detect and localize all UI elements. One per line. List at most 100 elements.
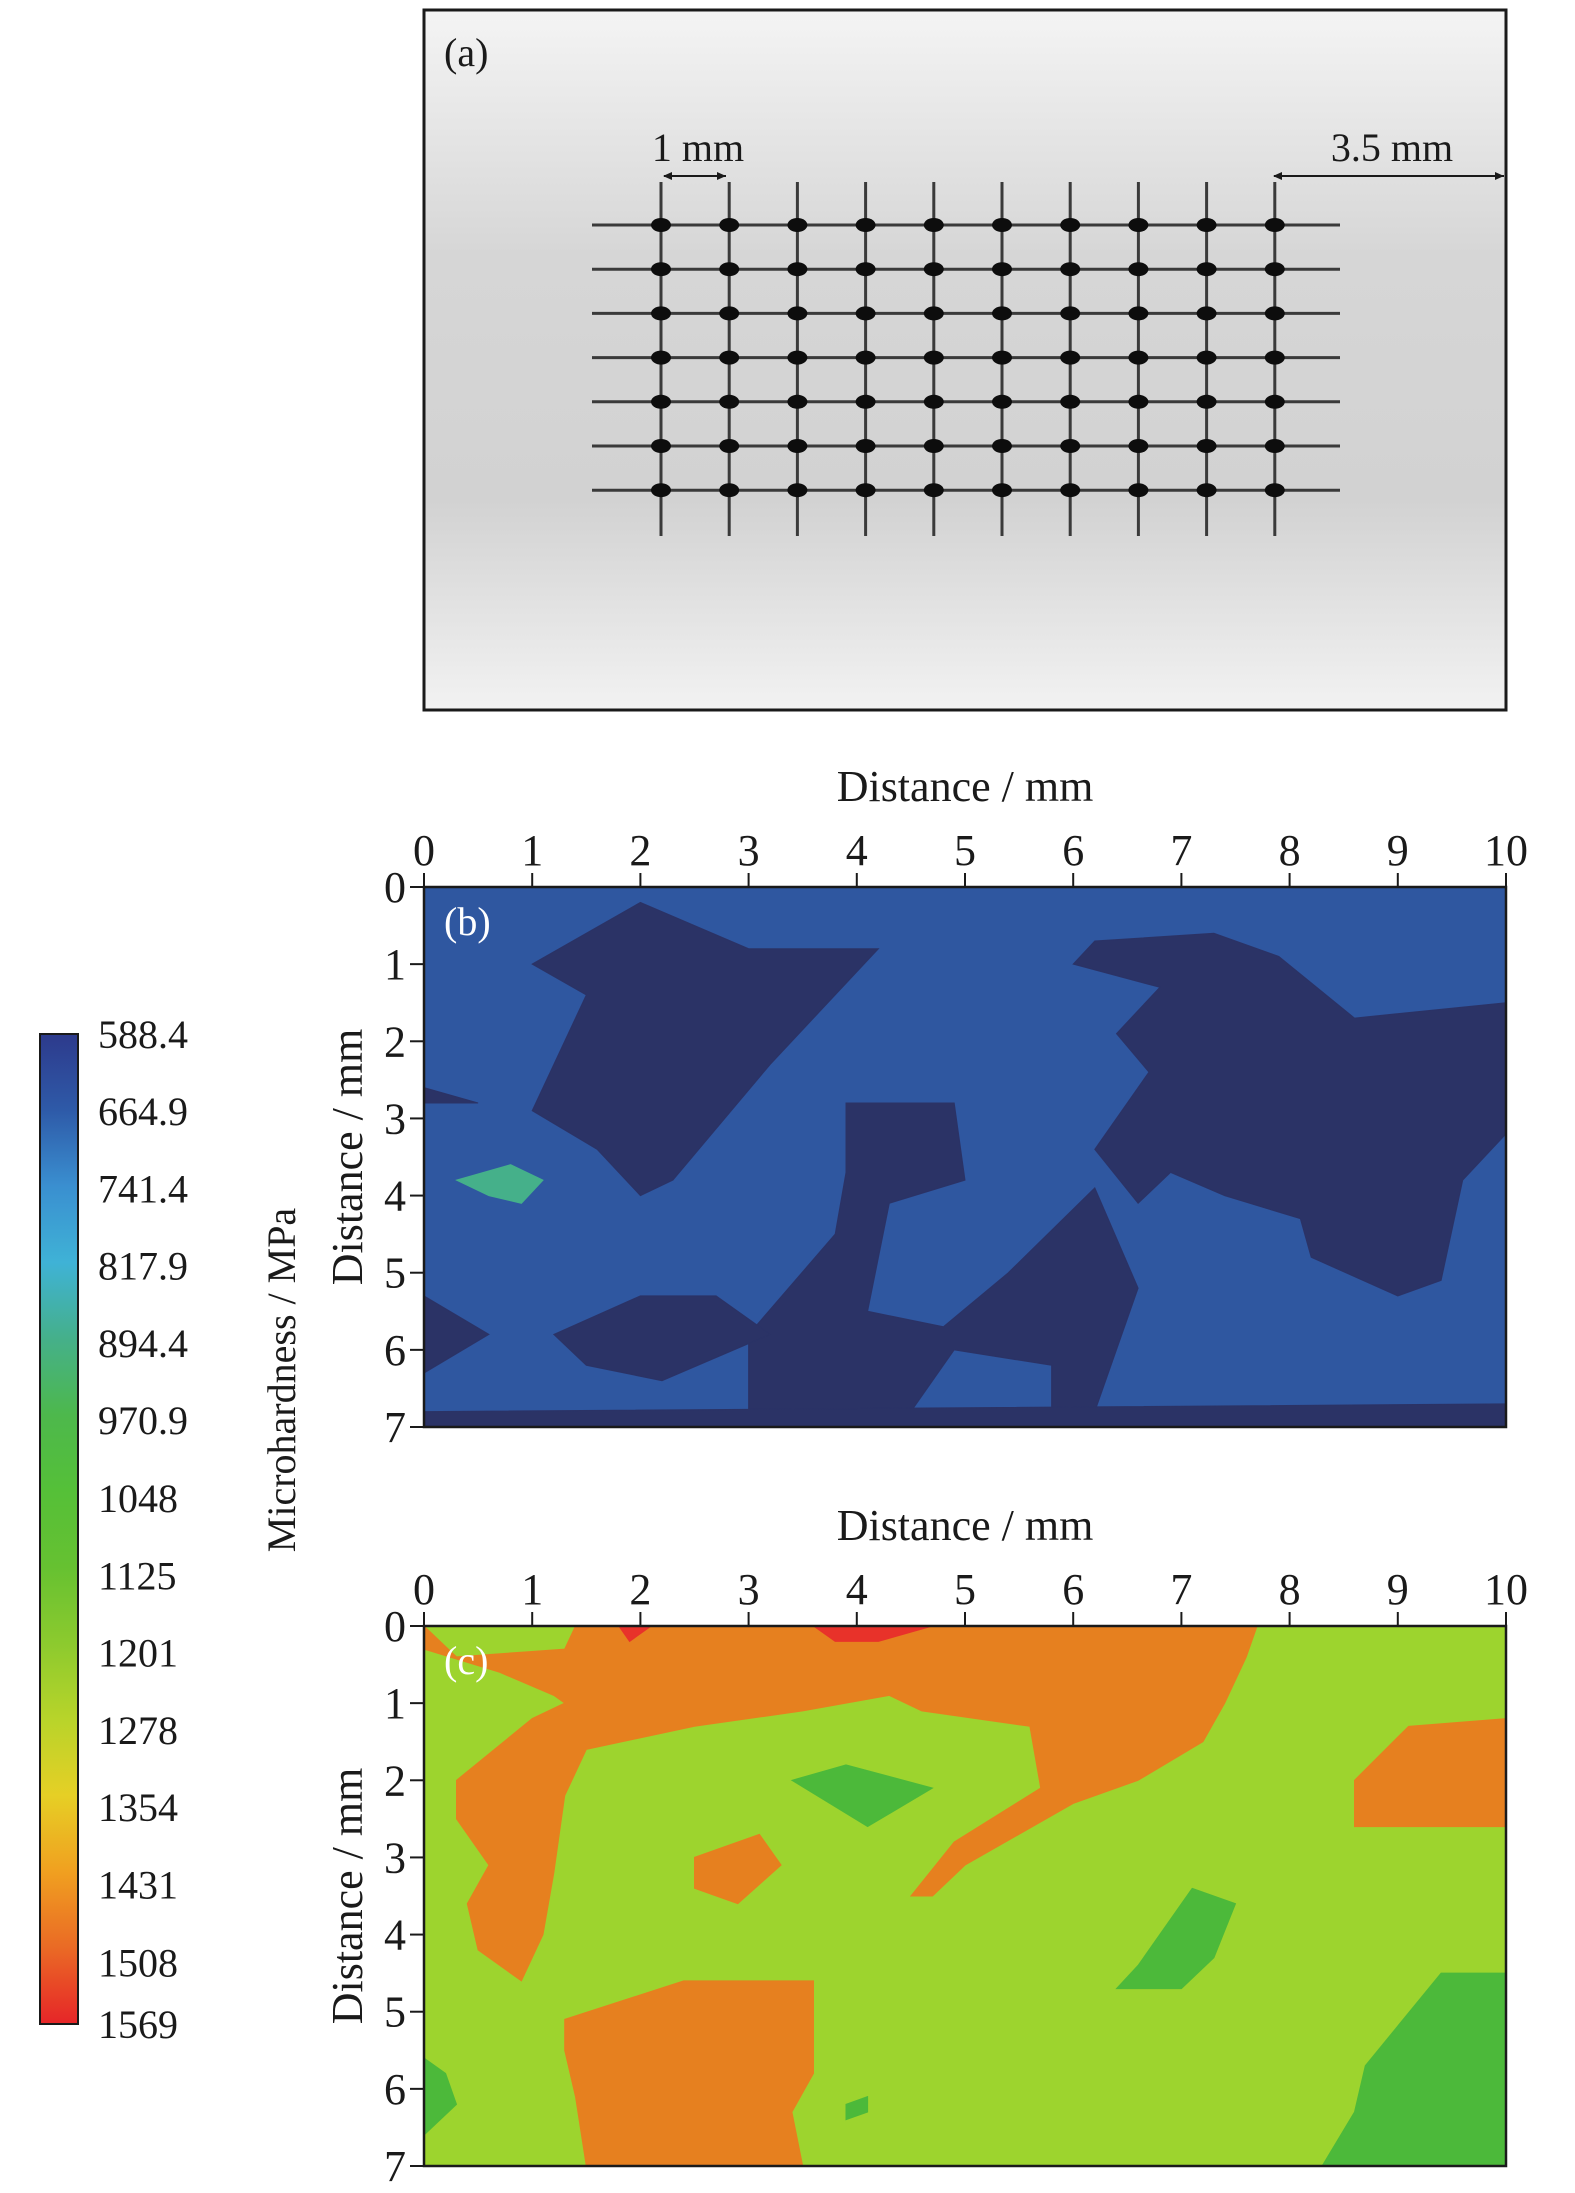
indent-point — [923, 218, 944, 232]
contour-region — [845, 2095, 869, 2121]
indent-point — [923, 350, 944, 365]
colorbar-title: Microhardness / MPa — [259, 1208, 304, 1553]
indent-point — [923, 262, 944, 277]
indent-point — [787, 218, 808, 232]
indent-point — [923, 306, 944, 321]
colorbar-tick-label: 1201 — [98, 1630, 178, 1675]
y-tick-label: 7 — [384, 2142, 406, 2191]
indent-point — [855, 306, 876, 321]
indent-point — [719, 483, 740, 498]
colorbar-tick-label: 1354 — [98, 1785, 178, 1830]
indent-point — [719, 350, 740, 365]
indent-point — [855, 483, 876, 498]
y-tick-label: 3 — [384, 1094, 406, 1143]
indent-point — [1060, 483, 1081, 498]
x-tick-label: 10 — [1484, 826, 1528, 875]
x-tick-label: 8 — [1279, 1565, 1301, 1614]
colorbar-gradient — [39, 1033, 79, 2025]
x-axis-label: Distance / mm — [837, 1501, 1094, 1550]
indent-point — [719, 439, 740, 453]
indent-point — [719, 218, 740, 232]
panel-label: (b) — [444, 899, 491, 944]
x-tick-label: 4 — [846, 826, 868, 875]
indent-point — [1196, 483, 1217, 498]
colorbar-tick-label: 1569 — [98, 2002, 178, 2047]
colorbar-tick-label: 1048 — [98, 1476, 178, 1521]
y-tick-label: 3 — [384, 1833, 406, 1882]
x-tick-label: 10 — [1484, 1565, 1528, 1614]
indent-point — [719, 306, 740, 321]
indent-point — [1264, 439, 1285, 453]
indent-point — [1264, 350, 1285, 365]
indent-point — [719, 262, 740, 277]
x-tick-label: 3 — [738, 1565, 760, 1614]
indent-point — [651, 483, 671, 498]
x-tick-label: 1 — [521, 1565, 543, 1614]
x-tick-label: 4 — [846, 1565, 868, 1614]
indent-point — [1264, 262, 1285, 277]
y-tick-label: 0 — [384, 1602, 406, 1651]
contour-region — [564, 1980, 814, 2166]
x-tick-label: 9 — [1387, 1565, 1409, 1614]
contour-region — [424, 2057, 458, 2136]
y-tick-label: 5 — [384, 1249, 406, 1298]
contour-region — [424, 1087, 479, 1104]
colorbar-tick-label: 970.9 — [98, 1398, 188, 1443]
indent-point — [1128, 306, 1149, 321]
y-tick-label: 2 — [384, 1756, 406, 1805]
indent-point — [923, 483, 944, 498]
y-tick-label: 6 — [384, 2065, 406, 2114]
y-axis-label: Distance / mm — [323, 1029, 372, 1286]
indent-point — [855, 350, 876, 365]
heatmap-c: 0 1 2 3 4 5 6 7 8 9 10 0 1 2 3 4 5 6 7 Distance / mm Distanc… — [323, 1501, 1528, 2191]
indent-point — [1060, 218, 1081, 232]
x-tick-label: 9 — [1387, 826, 1409, 875]
colorbar-tick-label: 588.4 — [98, 1012, 188, 1057]
indent-point — [855, 218, 876, 232]
indent-point — [1196, 439, 1217, 453]
indent-point — [651, 218, 671, 232]
contour-region — [694, 1833, 782, 1905]
x-tick-label: 8 — [1279, 826, 1301, 875]
y-tick-label: 6 — [384, 1326, 406, 1375]
indent-point — [1060, 439, 1081, 453]
x-tick-label: 5 — [954, 1565, 976, 1614]
indent-point — [1196, 306, 1217, 321]
contour-region — [424, 1295, 490, 1374]
indent-point — [992, 306, 1012, 321]
x-tick-label: 7 — [1170, 826, 1192, 875]
colorbar-tick-label: 1431 — [98, 1863, 178, 1908]
x-tick-label: 6 — [1062, 1565, 1084, 1614]
contour-region — [618, 1626, 653, 1643]
plot-area — [424, 1626, 1506, 2166]
x-axis-label: Distance / mm — [837, 762, 1094, 811]
indent-point — [1196, 394, 1217, 409]
indent-point — [651, 306, 671, 321]
y-tick-label: 1 — [384, 1679, 406, 1728]
y-tick-label: 4 — [384, 1911, 406, 1960]
x-tick-label: 0 — [413, 826, 435, 875]
indent-point — [1264, 483, 1285, 498]
contour-region — [1115, 1887, 1237, 1990]
indent-point — [1060, 394, 1081, 409]
x-tick-label: 5 — [954, 826, 976, 875]
spacing-label: 1 mm — [652, 125, 744, 170]
x-tick-label: 7 — [1170, 1565, 1192, 1614]
y-tick-label: 7 — [384, 1403, 406, 1452]
indent-point — [1264, 306, 1285, 321]
indent-point — [787, 439, 808, 453]
indent-point — [855, 262, 876, 277]
x-tick-label: 2 — [629, 826, 651, 875]
indent-point — [1128, 218, 1149, 232]
indent-point — [1196, 218, 1217, 232]
edge-distance-label: 3.5 mm — [1331, 125, 1453, 170]
indent-point — [1060, 350, 1081, 365]
colorbar: 588.4 664.9 741.4 817.9 894.4 970.9 1048 1125 12… — [39, 1012, 304, 2047]
panel-label: (c) — [444, 1638, 488, 1683]
colorbar-tick-label: 1278 — [98, 1708, 178, 1753]
colorbar-ticks: 588.4 664.9 741.4 817.9 894.4 970.9 1048 1125 12… — [98, 1012, 188, 2047]
heatmap-b: 0 1 2 3 4 5 6 7 8 9 10 0 1 2 3 4 5 6 7 Distance / mm Distanc… — [323, 762, 1528, 1452]
x-tick-label: 3 — [738, 826, 760, 875]
indent-point — [855, 439, 876, 453]
indent-point — [651, 394, 671, 409]
